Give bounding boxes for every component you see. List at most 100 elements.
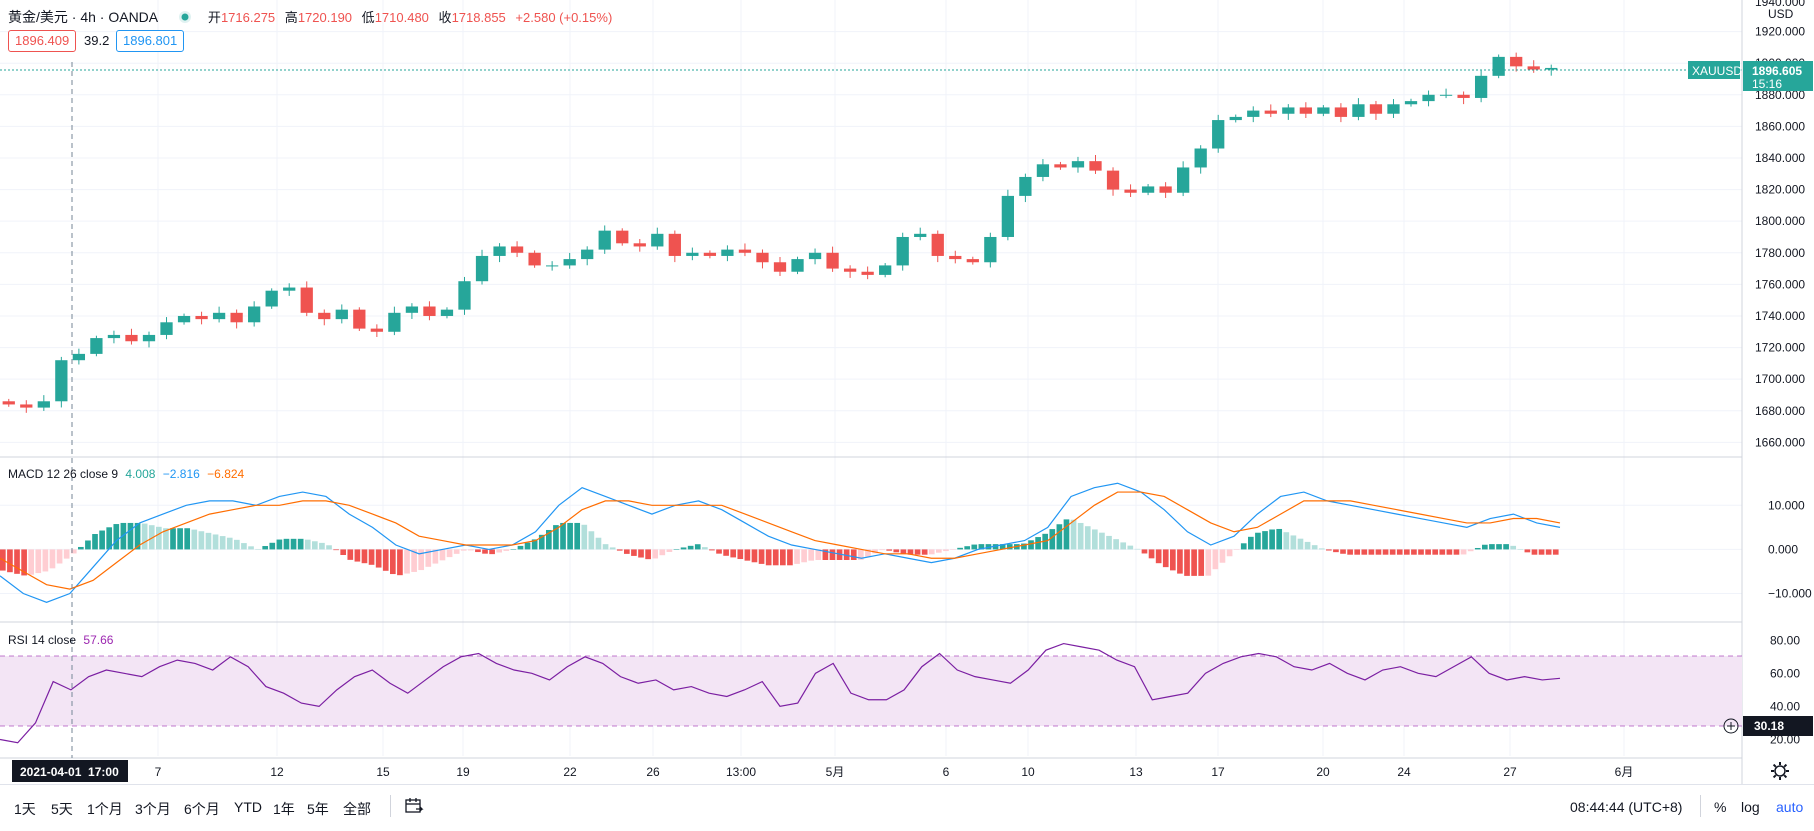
macd-hist-bar[interactable] [1368, 549, 1375, 555]
macd-hist-bar[interactable] [702, 547, 708, 550]
macd-hist-bar[interactable] [893, 549, 900, 553]
candle[interactable] [318, 309, 331, 326]
candle[interactable] [2, 398, 15, 407]
candle[interactable] [546, 261, 559, 271]
macd-hist-bar[interactable] [744, 549, 751, 561]
candle[interactable] [195, 311, 208, 325]
candle[interactable] [20, 400, 33, 413]
macd-hist-bar[interactable] [397, 549, 403, 576]
candle[interactable] [1545, 64, 1558, 76]
macd-hist-bar[interactable] [368, 549, 375, 565]
macd-hist-bar[interactable] [1545, 549, 1552, 555]
candle[interactable] [107, 330, 121, 344]
macd-hist-bar[interactable] [432, 549, 439, 564]
macd-hist-bar[interactable] [921, 549, 928, 555]
macd-hist-bar[interactable] [382, 549, 389, 571]
candle[interactable] [55, 356, 68, 408]
trading-chart[interactable]: 1940.000 USD 1920.0001900.0001880.000186… [0, 0, 1814, 784]
macd-hist-bar[interactable] [1460, 549, 1467, 555]
candle[interactable] [1019, 173, 1032, 203]
candle[interactable] [1106, 167, 1120, 196]
macd-hist-bar[interactable] [127, 522, 134, 550]
macd-hist-bar[interactable] [63, 549, 70, 559]
range-all[interactable]: 全部 [343, 801, 371, 817]
macd-hist-bar[interactable] [822, 549, 829, 560]
candle[interactable] [773, 257, 787, 277]
macd-hist-bar[interactable] [971, 544, 978, 550]
macd-hist-bar[interactable] [312, 541, 318, 550]
macd-hist-bar[interactable] [1538, 549, 1545, 555]
macd-hist-bar[interactable] [28, 549, 35, 575]
candle[interactable] [598, 225, 611, 254]
candle[interactable] [493, 243, 506, 263]
macd-hist-bar[interactable] [99, 530, 105, 550]
macd-hist-bar[interactable] [595, 537, 602, 550]
macd-hist-bar[interactable] [943, 549, 949, 552]
range-3m[interactable]: 3个月 [135, 801, 171, 817]
candle[interactable] [1124, 184, 1137, 198]
candle[interactable] [966, 256, 979, 265]
range-6m[interactable]: 6个月 [184, 801, 220, 817]
macd-hist-bar[interactable] [1113, 539, 1119, 550]
candle[interactable] [1194, 145, 1207, 174]
macd-hist-bar[interactable] [1510, 545, 1517, 550]
macd-hist-bar[interactable] [652, 549, 659, 559]
macd-hist-bar[interactable] [716, 549, 722, 554]
macd-hist-bar[interactable] [1191, 549, 1197, 576]
macd-hist-bar[interactable] [936, 549, 942, 553]
macd-hist-bar[interactable] [1375, 549, 1382, 555]
macd-hist-bar[interactable] [205, 532, 212, 550]
macd-hist-bar[interactable] [1269, 529, 1275, 550]
macd-hist-bar[interactable] [680, 547, 687, 550]
macd-hist-bar[interactable] [21, 549, 27, 576]
candle[interactable] [1054, 161, 1067, 170]
macd-hist-bar[interactable] [1155, 549, 1162, 564]
macd-hist-bar[interactable] [865, 549, 871, 557]
macd-hist-bar[interactable] [468, 549, 474, 551]
macd-hist-bar[interactable] [1489, 544, 1495, 550]
macd-hist-bar[interactable] [666, 549, 673, 552]
macd-hist-bar[interactable] [326, 545, 332, 550]
macd-hist-bar[interactable] [134, 522, 141, 550]
range-1m[interactable]: 1个月 [87, 801, 123, 817]
go-to-date-icon[interactable] [404, 796, 424, 819]
candle[interactable] [475, 249, 489, 285]
candle[interactable] [1352, 98, 1365, 121]
macd-hist-bar[interactable] [616, 549, 623, 551]
macd-hist-bar[interactable] [226, 537, 233, 550]
macd-hist-bar[interactable] [1134, 548, 1141, 550]
macd-hist-bar[interactable] [928, 549, 935, 555]
candle[interactable] [1492, 54, 1505, 79]
candle[interactable] [370, 324, 383, 337]
macd-hist-bar[interactable] [836, 549, 843, 560]
add-level-icon[interactable] [1723, 718, 1739, 734]
macd-hist-bar[interactable] [1552, 549, 1559, 555]
macd-hist-bar[interactable] [531, 539, 538, 550]
macd-hist-bar[interactable] [1361, 549, 1368, 555]
candle[interactable] [756, 249, 769, 269]
candle[interactable] [230, 309, 243, 329]
macd-hist-bar[interactable] [1389, 549, 1396, 555]
macd-hist-bar[interactable] [1432, 549, 1439, 555]
macd-hist-bar[interactable] [999, 544, 1006, 550]
candle[interactable] [949, 250, 962, 264]
macd-hist-bar[interactable] [496, 549, 503, 553]
macd-hist-bar[interactable] [453, 549, 460, 554]
candle[interactable] [528, 250, 541, 268]
macd-histogram[interactable] [0, 519, 1559, 576]
macd-hist-bar[interactable] [404, 549, 410, 574]
macd-hist-bar[interactable] [248, 546, 254, 550]
macd-hist-bar[interactable] [7, 549, 13, 573]
candle[interactable] [1089, 154, 1102, 174]
candle[interactable] [1001, 189, 1014, 241]
macd-hist-bar[interactable] [588, 531, 595, 550]
macd-hist-bar[interactable] [1453, 549, 1460, 555]
macd-hist-bar[interactable] [460, 549, 467, 551]
candle[interactable] [984, 232, 997, 268]
candlestick-series[interactable] [2, 52, 1558, 413]
macd-hist-bar[interactable] [1262, 531, 1268, 550]
macd-hist-bar[interactable] [560, 522, 566, 550]
macd-hist-bar[interactable] [624, 549, 630, 554]
macd-hist-bar[interactable] [1077, 522, 1084, 550]
range-ytd[interactable]: YTD [234, 799, 262, 815]
